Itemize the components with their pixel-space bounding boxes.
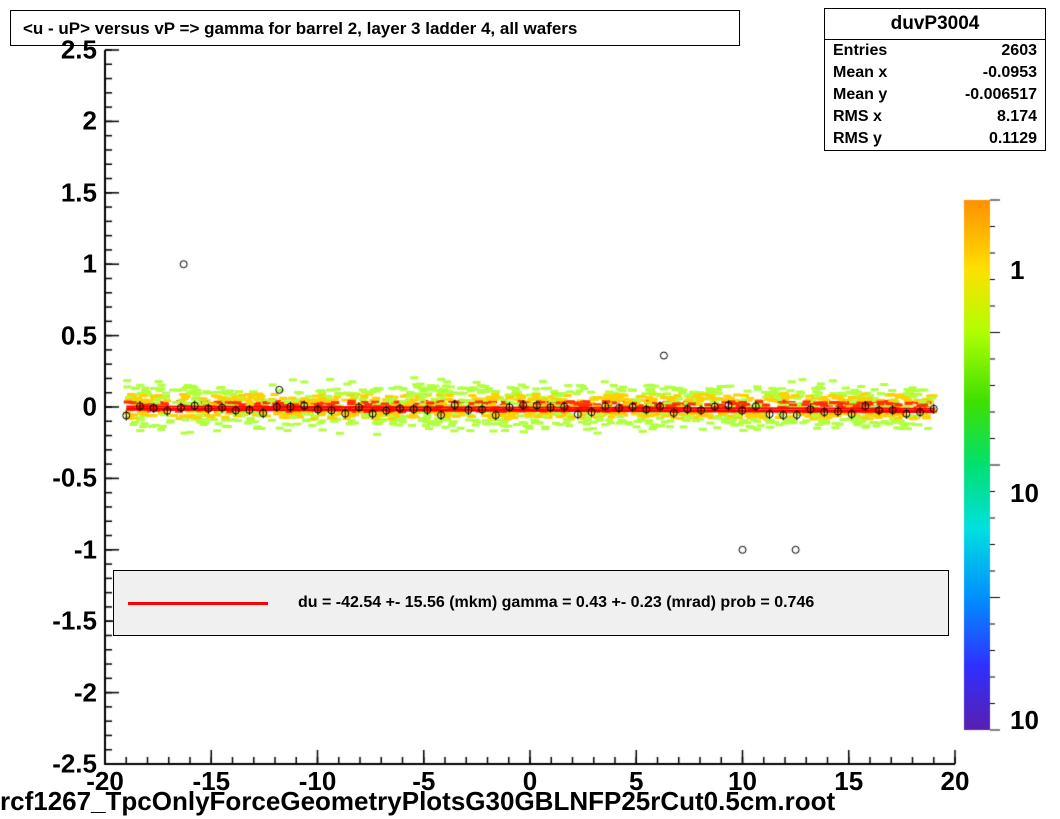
stats-row: Entries2603 bbox=[825, 40, 1045, 62]
x-tick-label: 10 bbox=[728, 766, 757, 797]
y-tick-label: 0.5 bbox=[61, 320, 97, 351]
x-tick-label: 0 bbox=[523, 766, 537, 797]
x-tick-label: 15 bbox=[834, 766, 863, 797]
y-tick-label: -1 bbox=[74, 534, 97, 565]
y-tick-label: -1.5 bbox=[52, 606, 97, 637]
x-tick-label: 5 bbox=[629, 766, 643, 797]
legend-text: du = -42.54 +- 15.56 (mkm) gamma = 0.43 … bbox=[298, 594, 814, 612]
stats-row: RMS x8.174 bbox=[825, 106, 1045, 128]
stats-row: RMS y0.1129 bbox=[825, 128, 1045, 150]
y-tick-label: 0 bbox=[83, 392, 97, 423]
stats-title: duvP3004 bbox=[825, 9, 1045, 40]
legend-line bbox=[128, 602, 268, 605]
z-tick-label: 1 bbox=[1010, 255, 1024, 286]
z-tick-label: 10 bbox=[1010, 478, 1039, 509]
y-tick-label: -2.5 bbox=[52, 749, 97, 780]
x-tick-label: 20 bbox=[941, 766, 970, 797]
y-tick-label: 1.5 bbox=[61, 177, 97, 208]
plot-title: <u - uP> versus vP => gamma for barrel 2… bbox=[10, 10, 740, 46]
y-tick-label: 1 bbox=[83, 249, 97, 280]
chart-container: { "title": "<u - uP> versus vP => gamma … bbox=[0, 0, 1060, 819]
x-tick-label: -15 bbox=[192, 766, 230, 797]
x-tick-label: -5 bbox=[412, 766, 435, 797]
y-tick-label: -2 bbox=[74, 677, 97, 708]
stats-row: Mean x-0.0953 bbox=[825, 62, 1045, 84]
y-tick-label: -0.5 bbox=[52, 463, 97, 494]
z-tick-label: 10 bbox=[1010, 705, 1039, 736]
y-tick-label: 2 bbox=[83, 106, 97, 137]
x-tick-label: -10 bbox=[299, 766, 337, 797]
stats-box: duvP3004 Entries2603Mean x-0.0953Mean y-… bbox=[824, 8, 1046, 151]
fit-legend: du = -42.54 +- 15.56 (mkm) gamma = 0.43 … bbox=[113, 570, 949, 636]
y-tick-label: 2.5 bbox=[61, 35, 97, 66]
stats-row: Mean y-0.006517 bbox=[825, 84, 1045, 106]
